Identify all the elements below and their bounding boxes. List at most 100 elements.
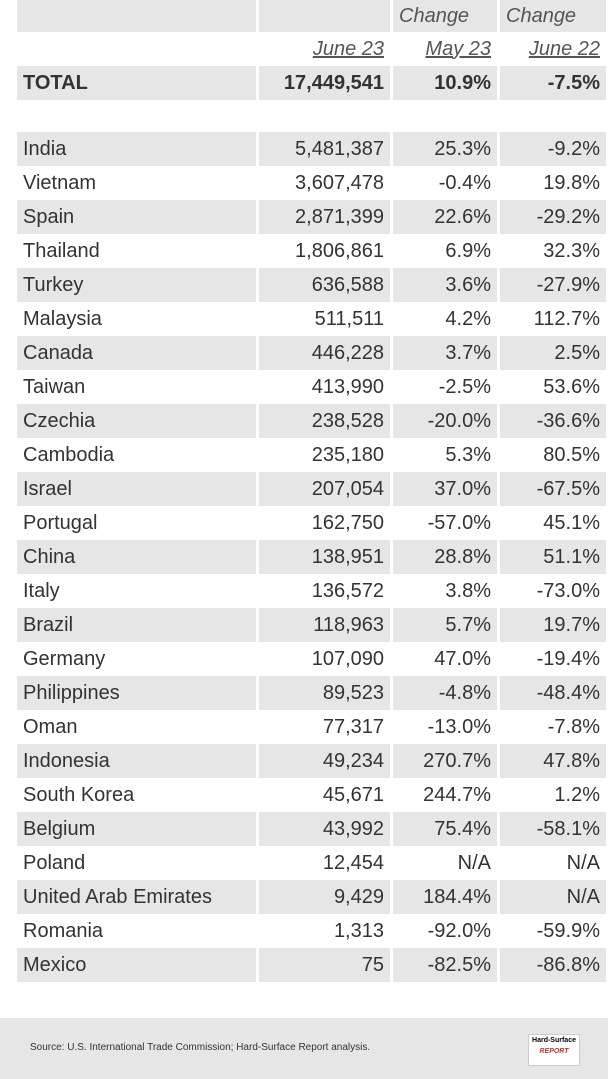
country-cell: Turkey [17,268,256,302]
header-label: Change [393,0,497,32]
total-cell: 10.9% [393,66,497,100]
total-cell: TOTAL [17,66,256,100]
country-cell: Poland [23,851,86,874]
value-cell: 136,572 [311,579,384,602]
value-cell: 45,671 [322,783,384,806]
country-cell: Cambodia [23,443,115,466]
value-cell: -73.0% [536,579,600,602]
country-cell: Israel [17,472,256,506]
value-cell: 5.3% [445,443,491,466]
value-cell: 12,454 [322,851,384,874]
value-cell: 89,523 [259,676,390,710]
value-cell: 413,990 [311,375,384,398]
value-cell: 244.7% [423,783,491,806]
value-cell: 19.8% [543,171,600,194]
country-cell: Mexico [17,948,256,982]
logo-text: Hard-Surface [532,1037,576,1044]
value-cell: 207,054 [259,472,390,506]
value-cell: 28.8% [393,540,497,574]
header-label: Change [500,0,606,32]
country-cell: Spain [17,200,256,234]
value-cell: N/A [457,851,491,874]
country-cell: Italy [23,579,60,602]
value-cell: N/A [566,851,600,874]
country-cell: India [17,132,256,166]
column-date: May 23 [425,37,491,60]
value-cell: 47.8% [500,744,606,778]
value-cell: 43,992 [259,812,390,846]
value-cell: 1.2% [554,783,600,806]
value-cell: 235,180 [311,443,384,466]
country-cell: Taiwan [23,375,86,398]
country-cell: Oman [23,715,78,738]
value-cell: 3,607,478 [295,171,384,194]
value-cell: 75 [259,948,390,982]
logo-text: REPORT [539,1048,569,1055]
value-cell: 3.7% [393,336,497,370]
value-cell: 6.9% [445,239,491,262]
value-cell: -29.2% [500,200,606,234]
value-cell: 184.4% [393,880,497,914]
country-cell: South Korea [23,783,135,806]
value-cell: -20.0% [393,404,497,438]
header-cell [17,0,256,32]
value-cell: 75.4% [393,812,497,846]
value-cell: -4.8% [393,676,497,710]
column-date: June 23 [312,37,384,60]
value-cell: 270.7% [393,744,497,778]
value-cell: -0.4% [438,171,491,194]
header-cell [259,0,390,32]
footer: Source: U.S. International Trade Commiss… [0,1018,608,1079]
country-cell: Thailand [23,239,100,262]
value-cell: 2.5% [500,336,606,370]
country-cell: Canada [17,336,256,370]
country-cell: Czechia [17,404,256,438]
value-cell: 80.5% [543,443,600,466]
value-cell: -59.9% [536,919,600,942]
value-cell: 5.7% [393,608,497,642]
country-cell: Indonesia [17,744,256,778]
value-cell: -19.4% [536,647,600,670]
value-cell: 107,090 [311,647,384,670]
country-cell: Belgium [17,812,256,846]
value-cell: 511,511 [314,307,384,330]
value-cell: 37.0% [393,472,497,506]
value-cell: 112.7% [533,307,600,330]
country-cell: Vietnam [23,171,97,194]
country-cell: Philippines [17,676,256,710]
logo: Hard-Surface REPORT [528,1034,580,1066]
value-cell: 636,588 [259,268,390,302]
source: Source: U.S. International Trade Commiss… [30,1042,371,1053]
value-cell: 3.6% [393,268,497,302]
value-cell: 22.6% [393,200,497,234]
value-cell: -2.5% [438,375,491,398]
total-cell: 17,449,541 [259,66,390,100]
country-cell: Germany [23,647,106,670]
value-cell: -92.0% [427,919,491,942]
country-cell: Brazil [17,608,256,642]
country-cell: United Arab Emirates [17,880,256,914]
country-cell: Portugal [23,511,98,534]
value-cell: 3.8% [445,579,491,602]
value-cell: 2,871,399 [259,200,390,234]
value-cell: 1,806,861 [295,239,384,262]
value-cell: -7.8% [547,715,600,738]
value-cell: 238,528 [259,404,390,438]
value-cell: -58.1% [500,812,606,846]
country-cell: Malaysia [23,307,102,330]
value-cell: -67.5% [500,472,606,506]
value-cell: 51.1% [500,540,606,574]
value-cell: -27.9% [500,268,606,302]
value-cell: 9,429 [259,880,390,914]
country-cell: China [17,540,256,574]
value-cell: 32.3% [543,239,600,262]
value-cell: 25.3% [393,132,497,166]
value-cell: 446,228 [259,336,390,370]
value-cell: 45.1% [543,511,600,534]
value-cell: 5,481,387 [259,132,390,166]
total-cell: -7.5% [500,66,606,100]
value-cell: 4.2% [445,307,491,330]
value-cell: -9.2% [500,132,606,166]
value-cell: -86.8% [500,948,606,982]
